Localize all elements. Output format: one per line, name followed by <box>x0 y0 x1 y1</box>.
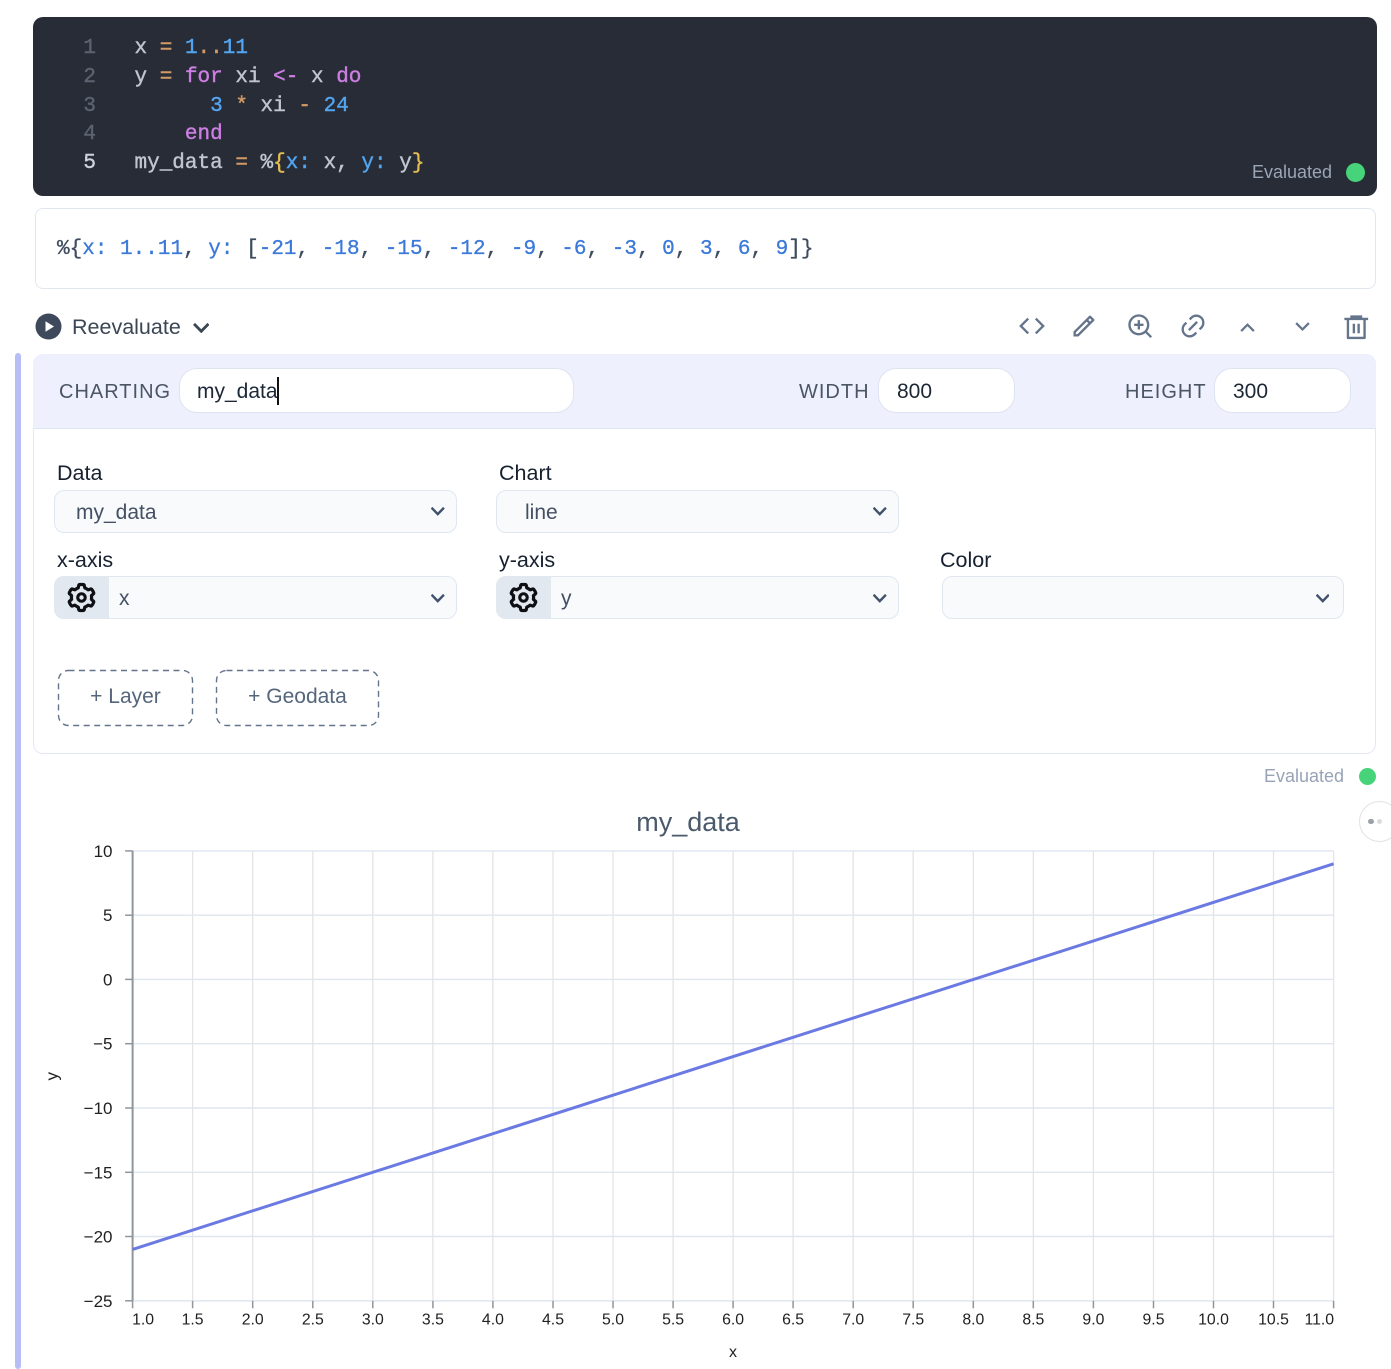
svg-text:10: 10 <box>94 842 113 861</box>
svg-text:5: 5 <box>103 906 112 925</box>
svg-text:9.0: 9.0 <box>1082 1312 1104 1329</box>
svg-text:2.5: 2.5 <box>302 1312 324 1329</box>
svg-text:7.5: 7.5 <box>902 1312 924 1329</box>
svg-text:10.5: 10.5 <box>1258 1312 1289 1329</box>
svg-text:7.0: 7.0 <box>842 1312 864 1329</box>
svg-text:6.5: 6.5 <box>782 1312 804 1329</box>
svg-text:5.5: 5.5 <box>662 1312 684 1329</box>
svg-text:9.5: 9.5 <box>1143 1312 1165 1329</box>
svg-text:10.0: 10.0 <box>1198 1312 1229 1329</box>
svg-text:−10: −10 <box>84 1099 113 1118</box>
svg-text:my_data: my_data <box>636 807 741 837</box>
svg-text:−5: −5 <box>93 1035 112 1054</box>
svg-text:x: x <box>729 1344 737 1361</box>
svg-text:2.0: 2.0 <box>242 1312 264 1329</box>
svg-text:1.0: 1.0 <box>132 1312 154 1329</box>
svg-text:3.0: 3.0 <box>362 1312 384 1329</box>
svg-text:0: 0 <box>103 970 112 989</box>
svg-text:−15: −15 <box>84 1163 113 1182</box>
svg-text:3.5: 3.5 <box>422 1312 444 1329</box>
svg-text:4.5: 4.5 <box>542 1312 564 1329</box>
svg-text:1.5: 1.5 <box>182 1312 204 1329</box>
svg-text:−25: −25 <box>84 1292 113 1311</box>
svg-text:6.0: 6.0 <box>722 1312 744 1329</box>
svg-text:11.0: 11.0 <box>1305 1312 1335 1329</box>
svg-text:8.0: 8.0 <box>962 1312 984 1329</box>
svg-text:y: y <box>42 1071 61 1080</box>
svg-text:8.5: 8.5 <box>1022 1312 1044 1329</box>
svg-text:−20: −20 <box>84 1228 113 1247</box>
svg-text:4.0: 4.0 <box>482 1312 504 1329</box>
svg-text:5.0: 5.0 <box>602 1312 624 1329</box>
